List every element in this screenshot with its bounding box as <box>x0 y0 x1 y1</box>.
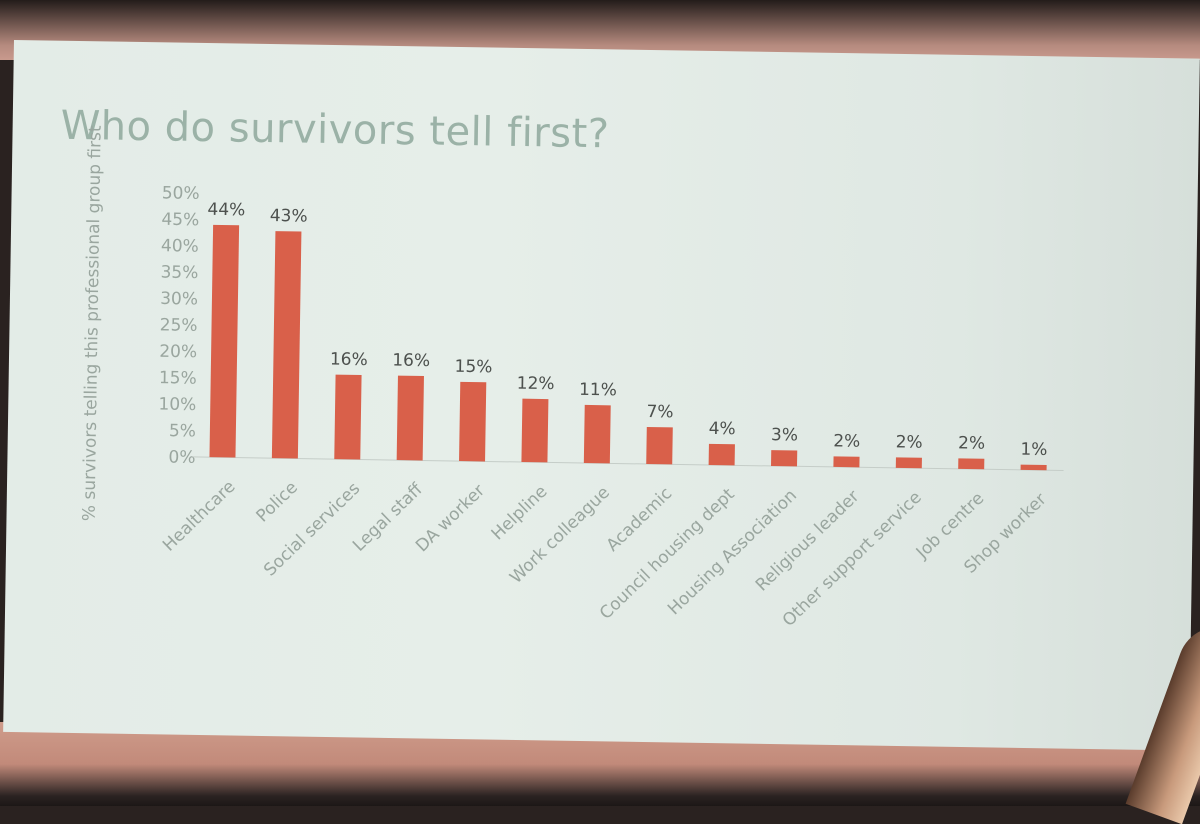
y-tick-label: 40% <box>161 236 199 257</box>
y-tick-label: 20% <box>159 342 197 363</box>
bar-chart: % survivors telling this professional gr… <box>79 125 1064 631</box>
data-label: 12% <box>517 374 555 395</box>
data-label: 2% <box>896 432 923 452</box>
y-tick-label: 15% <box>159 368 197 389</box>
y-tick-label: 0% <box>168 447 195 467</box>
bar-social-services <box>334 374 362 460</box>
y-axis-label: % survivors telling this professional gr… <box>79 125 105 521</box>
bar-religious-leader <box>833 456 860 468</box>
bar-healthcare <box>209 224 240 458</box>
data-label: 7% <box>646 402 673 422</box>
slide: Who do survivors tell first? % survivors… <box>3 40 1200 751</box>
y-tick-label: 45% <box>161 210 199 231</box>
bar-helpline <box>521 398 549 463</box>
data-label: 3% <box>771 425 798 445</box>
y-tick-label: 5% <box>169 421 196 441</box>
y-tick-label: 25% <box>160 315 198 336</box>
data-label: 2% <box>958 433 985 453</box>
y-tick-label: 35% <box>160 263 198 284</box>
y-tick-label: 50% <box>162 183 200 204</box>
bar-legal-staff <box>396 375 424 461</box>
data-label: 16% <box>392 351 430 372</box>
bar-shop-worker <box>1020 464 1047 471</box>
x-tick-label: Healthcare <box>159 477 239 556</box>
data-label: 2% <box>833 431 860 451</box>
y-tick-label: 10% <box>158 395 196 416</box>
data-label: 15% <box>454 357 492 378</box>
data-label: 44% <box>207 200 245 221</box>
x-tick-label: Helpline <box>488 482 552 545</box>
data-label: 11% <box>579 380 617 401</box>
bar-council-housing-dept <box>708 443 735 466</box>
data-label: 16% <box>330 350 368 371</box>
bar-police <box>271 231 302 459</box>
bar-other-support-service <box>895 457 922 469</box>
y-tick-label: 30% <box>160 289 198 310</box>
bar-job-centre <box>958 458 985 470</box>
data-label: 4% <box>709 419 736 439</box>
bar-academic <box>646 427 673 465</box>
bar-da-worker <box>459 381 487 462</box>
data-label: 1% <box>1020 440 1047 460</box>
x-tick-label: Police <box>253 478 302 527</box>
data-label: 43% <box>270 206 308 227</box>
x-axis-baseline <box>192 456 1064 472</box>
bar-housing-association <box>771 450 798 467</box>
bar-work-colleague <box>583 404 611 464</box>
